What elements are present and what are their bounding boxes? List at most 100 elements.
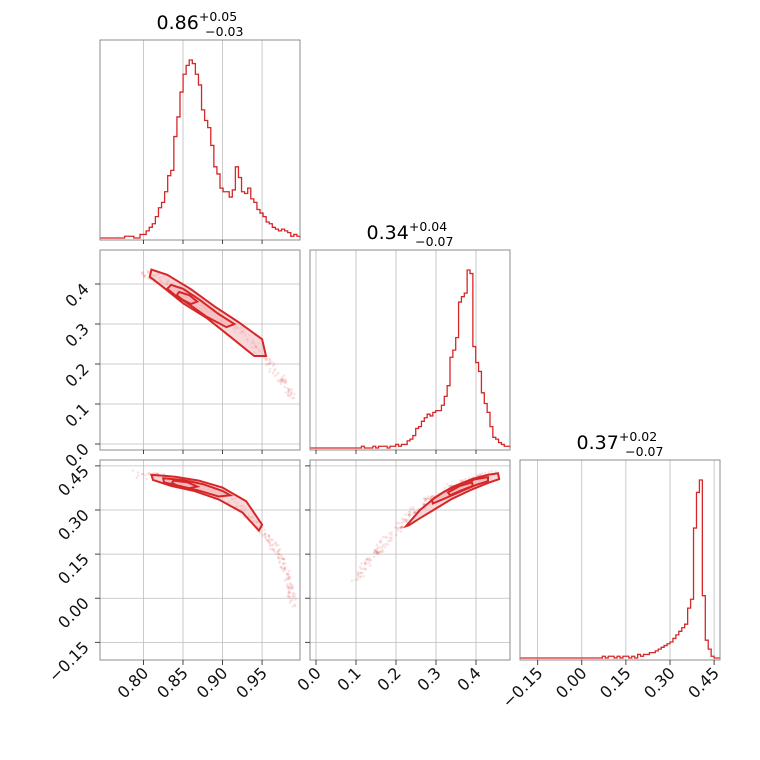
sample-point	[447, 484, 451, 488]
sample-point	[279, 378, 283, 381]
sample-point	[424, 499, 427, 502]
title-p2-median: 0.37	[577, 432, 619, 454]
sample-point	[412, 511, 416, 515]
scatter-p1-p2-frame	[309, 459, 511, 661]
sample-point	[409, 513, 413, 516]
ytick-label-p2-4: 0.45	[54, 461, 93, 500]
sample-point	[147, 471, 151, 475]
sample-point	[268, 361, 271, 365]
sample-point	[363, 567, 367, 571]
sample-point	[400, 525, 403, 529]
sample-point	[277, 552, 281, 556]
sample-point	[388, 539, 392, 543]
sample-point	[282, 557, 286, 561]
sample-point	[147, 270, 150, 273]
sample-point	[292, 396, 296, 400]
sample-point	[413, 511, 417, 514]
hist-p0-line	[100, 59, 301, 239]
sample-point	[376, 547, 379, 551]
sample-point	[359, 575, 362, 579]
contour-p1-p2-inner	[446, 481, 474, 497]
sample-point	[268, 370, 271, 374]
sample-point	[423, 497, 426, 501]
sample-point	[360, 571, 364, 575]
title-p0: 0.86+0.05 −0.03	[157, 9, 244, 39]
sample-point	[264, 358, 268, 362]
sample-point	[263, 532, 267, 536]
sample-point	[428, 497, 432, 501]
sample-point	[291, 584, 294, 588]
sample-point	[268, 541, 271, 545]
sample-point	[286, 387, 289, 390]
sample-point	[281, 378, 284, 381]
sample-point	[404, 518, 407, 522]
sample-point	[360, 562, 363, 565]
sample-point	[388, 536, 391, 540]
title-p2-minus: −0.07	[625, 444, 663, 459]
sample-point	[377, 550, 381, 554]
sample-point	[293, 594, 297, 598]
title-p1: 0.34+0.04 −0.07	[367, 219, 454, 249]
sample-point	[386, 543, 390, 546]
sample-point	[140, 472, 144, 476]
sample-point	[463, 477, 467, 481]
sample-point	[140, 272, 144, 276]
sample-point	[286, 572, 289, 576]
sample-point	[287, 577, 290, 581]
sample-point	[430, 494, 434, 498]
sample-point	[275, 373, 279, 376]
sample-point	[285, 572, 289, 576]
sample-point	[291, 586, 295, 590]
sample-point	[261, 534, 264, 537]
hist-p2-line	[520, 479, 720, 659]
sample-point	[381, 550, 385, 553]
scatter-p0-p1-points	[140, 270, 296, 400]
sample-point	[427, 497, 430, 501]
sample-point	[445, 482, 449, 486]
sample-point	[288, 387, 291, 391]
sample-point	[273, 550, 276, 553]
sample-point	[372, 555, 376, 559]
sample-point	[373, 551, 376, 554]
sample-point	[144, 473, 147, 477]
contour-p0-p1-inner	[175, 290, 200, 306]
hist-p1-grid	[315, 250, 477, 450]
ytick-label-p2-0: −0.15	[45, 638, 93, 686]
sample-point	[396, 529, 400, 532]
sample-point	[390, 531, 393, 534]
sample-point	[378, 545, 382, 549]
sample-point	[374, 550, 378, 554]
sample-point	[283, 385, 286, 389]
sample-point	[490, 469, 494, 473]
sample-point	[283, 567, 286, 570]
sample-point	[373, 548, 376, 552]
sample-point	[461, 478, 464, 482]
sample-point	[277, 557, 281, 560]
sample-point	[374, 549, 378, 553]
sample-point	[288, 587, 291, 591]
sample-point	[284, 379, 287, 383]
sample-point	[423, 496, 426, 500]
hist-p2-frame	[519, 459, 721, 661]
sample-point	[382, 543, 385, 547]
scatter-p0-p1-contours	[148, 268, 268, 357]
sample-point	[363, 560, 367, 564]
sample-point	[281, 569, 285, 573]
sample-point	[280, 377, 283, 381]
sample-point	[397, 526, 400, 530]
sample-point	[131, 469, 135, 472]
contour-p0-p1-middle	[165, 283, 237, 329]
sample-point	[281, 561, 285, 565]
sample-point	[146, 270, 149, 273]
sample-point	[268, 541, 271, 544]
sample-point	[265, 358, 268, 361]
sample-point	[425, 497, 428, 500]
scatter-panel-p1-p2	[309, 459, 511, 661]
sample-point	[286, 594, 290, 598]
sample-point	[273, 367, 277, 371]
sample-point	[384, 542, 388, 546]
sample-point	[289, 599, 292, 602]
sample-point	[480, 472, 484, 475]
sample-point	[402, 520, 405, 524]
sample-point	[408, 510, 411, 513]
